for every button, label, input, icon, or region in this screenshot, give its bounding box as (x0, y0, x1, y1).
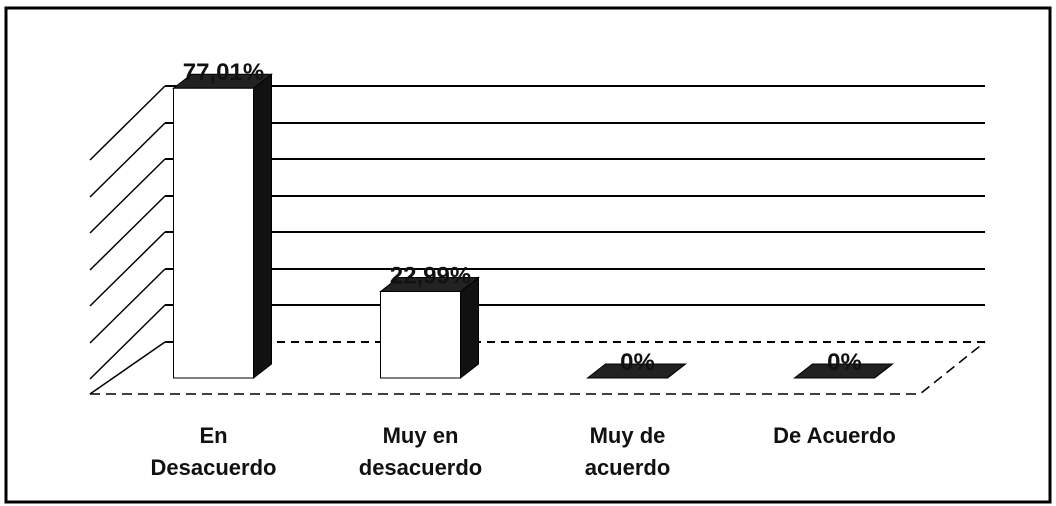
x-tick-label: En Desacuerdo (150, 423, 277, 480)
data-label: 0% (620, 349, 655, 376)
data-label: 22,99% (390, 263, 471, 290)
side-wall (89, 85, 166, 395)
bar-front (173, 87, 254, 379)
floor (90, 341, 986, 395)
bar-top (586, 363, 687, 379)
bar (379, 276, 480, 380)
back-grid (165, 85, 985, 343)
x-tick-label: Muy en desacuerdo (358, 423, 483, 480)
frame (4, 6, 1052, 504)
bar-side (460, 276, 479, 380)
bar-side (253, 73, 272, 380)
bar-top (793, 363, 894, 379)
bar (793, 363, 894, 379)
x-tick-label: Muy de acuerdo (584, 423, 671, 480)
data-label: 0% (827, 349, 862, 376)
bar-front (380, 291, 461, 379)
bar (586, 363, 687, 379)
x-tick-label: De Acuerdo (773, 423, 896, 448)
data-label: 77,01% (183, 59, 264, 86)
bar (172, 73, 273, 380)
